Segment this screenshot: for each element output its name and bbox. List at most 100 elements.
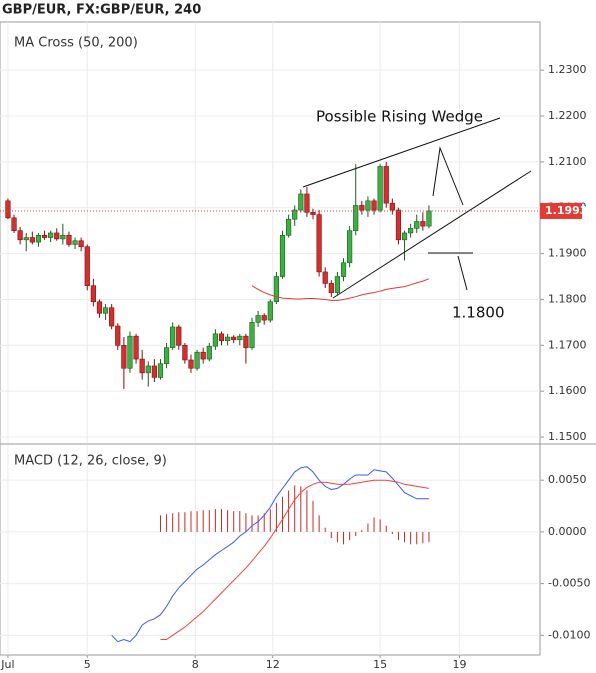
plot-frame xyxy=(0,21,541,656)
candle-body xyxy=(194,351,200,369)
y-tick-label: -0.0050 xyxy=(548,577,590,590)
annotation: 1.1800 xyxy=(452,304,505,322)
last-price-box xyxy=(540,202,582,219)
candle-body xyxy=(5,200,11,219)
candle-body xyxy=(273,276,280,303)
candle-body xyxy=(292,209,298,220)
candle-body xyxy=(127,335,133,369)
candle-body xyxy=(298,193,304,211)
candle-body xyxy=(176,326,182,346)
panel-title: MA Cross (50, 200) xyxy=(14,36,138,51)
candle-body xyxy=(255,315,261,323)
candle-body xyxy=(371,200,377,211)
candle-body xyxy=(102,307,109,314)
candle-body xyxy=(78,240,84,248)
candle-body xyxy=(347,230,353,264)
candle-body xyxy=(48,232,54,238)
y-tick-label: 0.0000 xyxy=(548,525,587,538)
x-tick-label: 19 xyxy=(452,658,466,671)
candle-body xyxy=(139,358,145,374)
candle-body xyxy=(66,234,72,245)
candle-body xyxy=(237,335,243,341)
candle-body xyxy=(231,336,237,341)
y-tick-label: 1.2100 xyxy=(548,155,587,168)
x-tick-label: 15 xyxy=(373,658,387,671)
candle-body xyxy=(401,232,408,241)
candle-body xyxy=(365,200,371,211)
candle-body xyxy=(304,193,310,213)
candle-body xyxy=(389,202,395,211)
y-tick-label: 1.1700 xyxy=(548,338,587,351)
candle-body xyxy=(29,237,35,243)
indicator-line xyxy=(251,278,430,301)
y-tick-label: 1.1600 xyxy=(548,384,587,397)
x-tick-label: 5 xyxy=(84,658,91,671)
candle-body xyxy=(41,234,48,238)
candle-body xyxy=(334,276,341,293)
candle-body xyxy=(377,166,383,211)
candle-body xyxy=(383,166,389,204)
wedge-drawing xyxy=(302,117,532,299)
candle-body xyxy=(224,336,231,342)
candle-body xyxy=(286,218,292,236)
candle-body xyxy=(17,230,23,241)
candle-body xyxy=(212,333,218,347)
wedge-upper xyxy=(302,117,501,188)
candle-body xyxy=(218,333,225,342)
candle-body xyxy=(133,335,139,360)
candle-body xyxy=(109,307,115,327)
y-tick-label: 1.1800 xyxy=(548,292,587,305)
candle-body xyxy=(35,234,42,243)
candle-body xyxy=(243,335,249,348)
candle-body xyxy=(395,209,402,241)
candle-body xyxy=(353,205,359,231)
candle-body xyxy=(60,234,66,240)
candle-body xyxy=(322,271,328,284)
candle-body xyxy=(157,363,164,378)
wedge-lower xyxy=(332,170,532,299)
candle-body xyxy=(414,221,420,229)
candle-body xyxy=(279,234,286,277)
candle-body xyxy=(316,214,322,273)
candle-body xyxy=(188,359,194,369)
y-tick-label: 1.1900 xyxy=(548,247,587,260)
candle-body xyxy=(11,217,17,231)
y-tick-label: 1.2200 xyxy=(548,109,587,122)
y-tick-label: 1.1500 xyxy=(548,430,587,443)
candle-body xyxy=(23,237,29,241)
candle-body xyxy=(426,210,432,227)
candle-body xyxy=(115,325,121,346)
candle-body xyxy=(151,365,157,378)
candle-body xyxy=(206,345,212,360)
y-tick-label: -0.0100 xyxy=(548,628,590,641)
last-price-label: 1.1993 xyxy=(545,204,587,217)
y-tick-label: 1.2300 xyxy=(548,63,587,76)
y-tick-label: 0.0050 xyxy=(548,473,587,486)
candle-body xyxy=(182,345,188,361)
candle-body xyxy=(90,285,96,303)
candle-body xyxy=(261,315,267,321)
candle-body xyxy=(170,326,176,348)
candle-body xyxy=(96,301,103,314)
candle-body xyxy=(359,205,365,211)
candle-body xyxy=(267,301,273,321)
candle-body xyxy=(200,351,206,360)
candle-body xyxy=(54,232,60,240)
x-tick-label: Jul xyxy=(0,658,14,671)
candle-body xyxy=(163,347,170,364)
candle-body xyxy=(72,240,78,245)
candle-body xyxy=(249,322,255,348)
projection-arrow xyxy=(432,146,464,206)
candle-body xyxy=(408,228,414,234)
candle-body xyxy=(310,212,316,215)
indicator-line xyxy=(160,479,429,640)
candle-body xyxy=(328,283,334,293)
page-title: GBP/EUR, FX:GBP/EUR, 240 xyxy=(2,3,201,18)
candle-body xyxy=(121,345,127,369)
candle-body xyxy=(84,246,90,286)
x-tick-label: 12 xyxy=(266,658,280,671)
indicator-line xyxy=(111,466,429,643)
candle-body xyxy=(420,221,426,227)
candle-body xyxy=(340,262,347,277)
